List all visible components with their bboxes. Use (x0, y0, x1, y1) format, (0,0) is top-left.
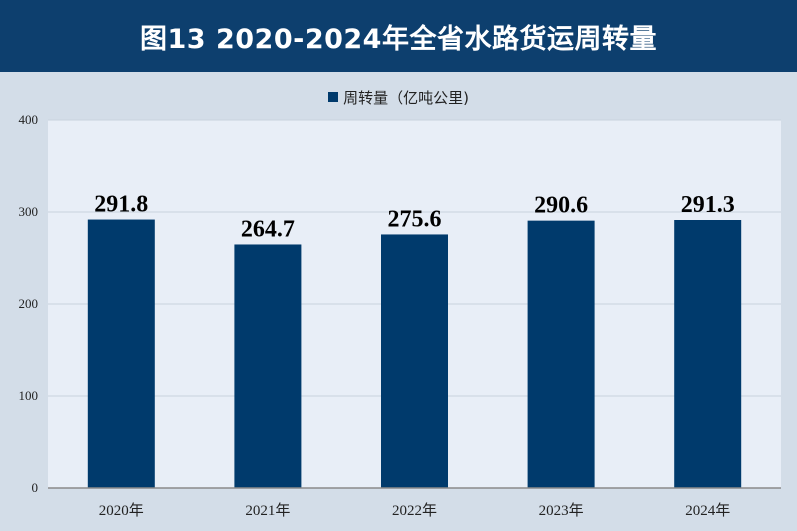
x-axis-ticks: 2020年 2021年 2022年 2023年 2024年 (99, 502, 730, 519)
data-label: 291.3 (681, 192, 735, 218)
x-tick-label: 2021年 (245, 502, 290, 519)
data-label: 290.6 (534, 193, 588, 219)
y-tick-label: 400 (19, 112, 39, 127)
y-tick-label: 100 (19, 388, 39, 403)
data-label: 291.8 (94, 192, 148, 218)
bars (87, 219, 742, 488)
y-axis-ticks: 0 100 200 300 400 (19, 112, 39, 495)
chart-title-bar: 图13 2020-2024年全省水路货运周转量 (0, 0, 797, 72)
legend-label: 周转量（亿吨公里) (343, 88, 469, 107)
legend-swatch (328, 92, 339, 102)
bar (234, 244, 302, 488)
y-tick-label: 0 (32, 480, 39, 495)
legend: 周转量（亿吨公里) (0, 86, 797, 108)
chart-title: 图13 2020-2024年全省水路货运周转量 (140, 23, 657, 55)
x-tick-label: 2024年 (685, 502, 730, 519)
bar (674, 220, 742, 488)
y-tick-label: 300 (19, 204, 39, 219)
data-label: 275.6 (388, 206, 442, 232)
bar (87, 219, 155, 488)
x-tick-label: 2023年 (539, 502, 584, 519)
x-tick-label: 2022年 (392, 502, 437, 519)
data-label: 264.7 (241, 216, 295, 242)
bar (527, 220, 595, 488)
y-tick-label: 200 (19, 296, 39, 311)
data-labels: 291.8 264.7 275.6 290.6 291.3 (94, 192, 734, 243)
x-tick-label: 2020年 (99, 502, 144, 519)
bar (381, 234, 448, 488)
